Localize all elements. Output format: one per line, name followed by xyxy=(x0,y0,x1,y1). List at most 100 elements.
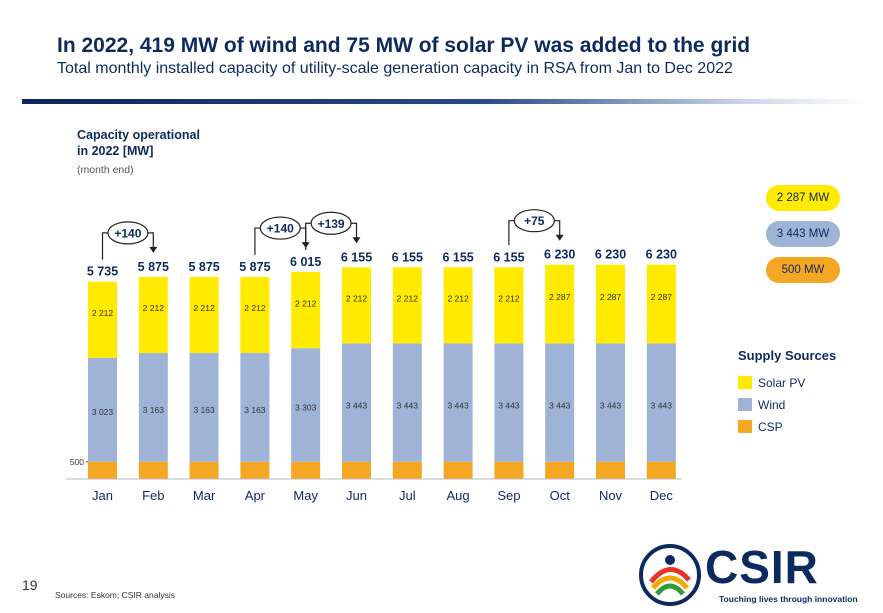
legend-swatch-wind xyxy=(738,398,752,412)
data-label-solar-pv-jun: 2 212 xyxy=(346,294,368,304)
legend-label-wind: Wind xyxy=(758,397,786,412)
x-tick-label-jul: Jul xyxy=(399,488,416,503)
data-label-wind-mar: 3 163 xyxy=(193,405,215,415)
increment-jan-feb-label: +140 xyxy=(114,226,141,240)
bar-solar-pv-sep xyxy=(494,267,524,344)
y-axis-note: (month end) xyxy=(77,164,134,176)
data-label-solar-pv-may: 2 212 xyxy=(295,298,317,308)
data-label-wind-jul: 3 443 xyxy=(397,401,419,411)
increment-sep-oct-label: +75 xyxy=(524,214,545,228)
csir-tagline: Touching lives through innovation xyxy=(719,594,858,604)
solar-pv-capacity-pill-label: 2 287 MW xyxy=(776,192,830,204)
x-tick-label-oct: Oct xyxy=(550,488,571,503)
bar-wind-dec xyxy=(646,343,676,462)
data-label-csp-jan: 500 xyxy=(70,457,84,467)
bar-csp-jul xyxy=(392,461,422,479)
source-note: Sources: Eskom; CSIR analysis xyxy=(55,590,175,600)
csir-wordmark: CSIR xyxy=(705,541,819,593)
bar-csp-jan xyxy=(88,461,117,479)
bar-solar-pv-may xyxy=(291,272,321,349)
bar-solar-pv-mar xyxy=(189,276,219,353)
data-label-solar-pv-nov: 2 287 xyxy=(600,292,622,302)
bar-solar-pv-aug xyxy=(443,267,473,344)
x-tick-label-feb: Feb xyxy=(142,488,164,503)
data-label-wind-jan: 3 023 xyxy=(92,407,114,417)
legend-swatch-csp xyxy=(738,420,752,434)
total-label-may: 6 015 xyxy=(290,255,321,269)
total-label-dec: 6 230 xyxy=(646,248,677,262)
data-label-solar-pv-mar: 2 212 xyxy=(193,303,215,313)
data-label-wind-may: 3 303 xyxy=(295,403,317,413)
bar-solar-pv-jan xyxy=(88,281,117,358)
data-label-solar-pv-jul: 2 212 xyxy=(397,294,419,304)
total-label-jul: 6 155 xyxy=(392,250,423,264)
x-tick-label-nov: Nov xyxy=(599,488,623,503)
csp-capacity-pill: 500 MW xyxy=(766,257,840,283)
x-tick-label-may: May xyxy=(293,488,318,503)
bar-solar-pv-jun xyxy=(342,267,371,344)
data-label-solar-pv-aug: 2 212 xyxy=(447,294,469,304)
bar-solar-pv-apr xyxy=(240,276,270,353)
bar-csp-oct xyxy=(545,461,575,479)
data-label-wind-oct: 3 443 xyxy=(549,401,571,411)
x-tick-label-sep: Sep xyxy=(497,488,520,503)
csir-logo: CSIR Touching lives through innovation xyxy=(637,540,862,610)
bar-csp-sep xyxy=(494,461,524,479)
wind-capacity-pill-label: 3 443 MW xyxy=(776,228,830,240)
bar-wind-jul xyxy=(392,343,422,462)
total-label-nov: 6 230 xyxy=(595,248,626,262)
bar-wind-aug xyxy=(443,343,473,462)
csir-emblem-icon xyxy=(639,544,701,606)
bar-solar-pv-feb xyxy=(138,276,168,353)
bar-wind-may xyxy=(291,348,321,462)
bar-solar-pv-nov xyxy=(596,264,625,344)
data-label-solar-pv-oct: 2 287 xyxy=(549,292,571,302)
x-tick-label-apr: Apr xyxy=(245,488,266,503)
csp-capacity-pill-label: 500 MW xyxy=(781,264,825,276)
data-label-wind-feb: 3 163 xyxy=(143,405,165,415)
y-axis-label-line2: in 2022 [MW] xyxy=(77,144,154,158)
data-label-wind-aug: 3 443 xyxy=(447,401,469,411)
bar-wind-apr xyxy=(240,352,270,462)
y-axis-label: Capacity operational in 2022 [MW] xyxy=(77,127,200,159)
wind-capacity-pill: 3 443 MW xyxy=(766,221,840,247)
slide-subtitle: Total monthly installed capacity of util… xyxy=(57,60,733,77)
bar-csp-feb xyxy=(138,461,168,479)
bar-wind-jan xyxy=(88,357,117,462)
total-label-aug: 6 155 xyxy=(442,250,473,264)
bar-csp-apr xyxy=(240,461,270,479)
total-label-sep: 6 155 xyxy=(493,250,524,264)
increment-apr-may-bubble xyxy=(259,216,301,240)
data-label-wind-apr: 3 163 xyxy=(244,405,266,415)
solar-pv-capacity-pill: 2 287 MW xyxy=(766,185,840,211)
x-tick-label-dec: Dec xyxy=(650,488,674,503)
slide-title: In 2022, 419 MW of wind and 75 MW of sol… xyxy=(57,34,751,57)
increment-may-jun-bubble xyxy=(310,211,352,235)
legend-title: Supply Sources xyxy=(738,348,837,363)
total-label-feb: 5 875 xyxy=(138,260,169,274)
total-label-mar: 5 875 xyxy=(188,260,219,274)
increment-jan-feb-arrowhead xyxy=(149,246,158,253)
legend-item-csp: CSP xyxy=(738,419,783,435)
data-label-solar-pv-dec: 2 287 xyxy=(651,292,673,302)
x-tick-label-aug: Aug xyxy=(447,488,470,503)
bar-wind-feb xyxy=(138,352,168,462)
bar-csp-may xyxy=(291,461,321,479)
legend-swatch-solar-pv xyxy=(738,376,752,390)
increment-sep-oct-bubble xyxy=(513,209,555,233)
y-axis-label-line1: Capacity operational xyxy=(77,128,200,142)
header-rule xyxy=(22,99,866,104)
legend-item-solar-pv: Solar PV xyxy=(738,375,805,391)
bar-solar-pv-jul xyxy=(392,267,422,344)
bar-wind-oct xyxy=(545,343,575,462)
total-label-jan: 5 735 xyxy=(87,265,118,279)
increment-sep-oct-arrowhead xyxy=(555,234,564,241)
data-label-wind-dec: 3 443 xyxy=(651,401,673,411)
total-label-apr: 5 875 xyxy=(239,260,270,274)
bar-wind-sep xyxy=(494,343,524,462)
legend-label-solar-pv: Solar PV xyxy=(758,375,806,390)
bar-csp-jun xyxy=(342,461,371,479)
increment-may-jun-label: +139 xyxy=(318,217,345,231)
bar-solar-pv-dec xyxy=(646,264,676,344)
